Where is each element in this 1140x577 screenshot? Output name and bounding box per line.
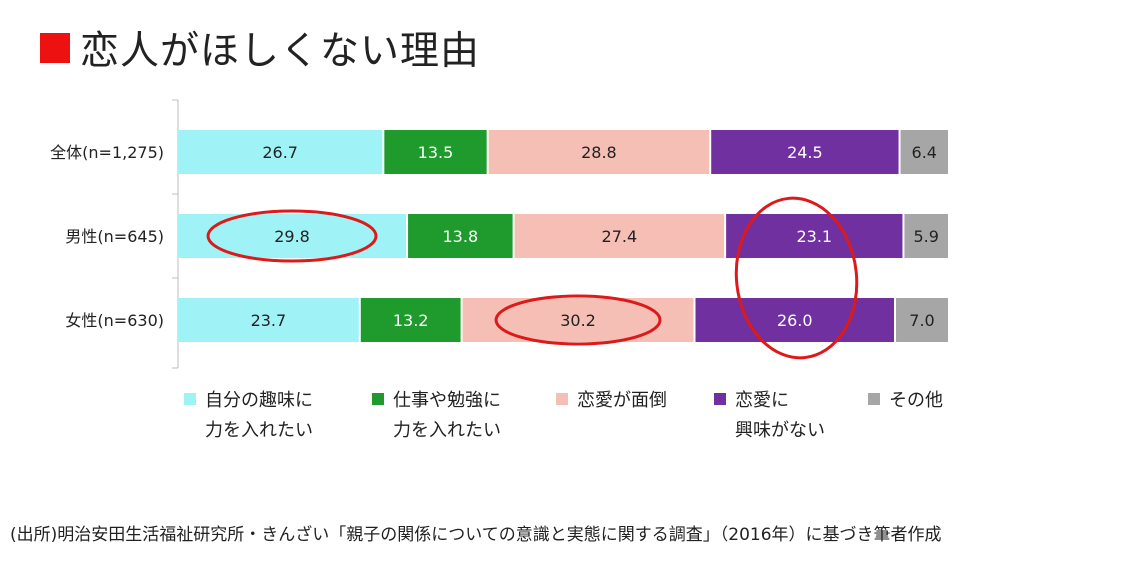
highlight-ellipse: [494, 294, 662, 346]
legend-label: 恋愛に 興味がない: [735, 390, 825, 441]
category-label: 女性(n=630): [65, 311, 164, 330]
bar-segment: [514, 214, 725, 258]
data-label: 28.8: [581, 143, 617, 162]
legend-label: 恋愛が面倒: [577, 390, 667, 411]
bar-segment: [178, 130, 383, 174]
bar-segment: [711, 130, 899, 174]
bar-segment: [695, 298, 895, 342]
data-label: 6.4: [912, 143, 937, 162]
chart-title: 恋人がほしくない理由: [40, 20, 480, 76]
legend-item: 自分の趣味に 力を入れたい: [184, 386, 313, 446]
highlight-ellipse: [734, 196, 859, 360]
data-label: 24.5: [787, 143, 823, 162]
legend-swatch: [868, 393, 880, 405]
chart-legend: 自分の趣味に 力を入れたい 仕事や勉強に 力を入れたい 恋愛が面倒 恋愛に 興味がない…: [184, 386, 964, 446]
data-label: 29.8: [274, 227, 310, 246]
legend-item: 恋愛に 興味がない: [714, 386, 825, 446]
title-text: 恋人がほしくない理由: [80, 29, 481, 74]
source-note: (出所)明治安田生活福祉研究所・きんざい「親子の関係についての意識と実態に関する…: [10, 525, 942, 545]
data-label: 26.7: [262, 143, 298, 162]
legend-label: 仕事や勉強に 力を入れたい: [393, 390, 501, 441]
title-square-marker: [40, 33, 70, 63]
category-label: 男性(n=645): [65, 227, 164, 246]
bar-segment: [488, 130, 710, 174]
bar-segment: [408, 214, 513, 258]
bar-segment: [178, 298, 359, 342]
legend-swatch: [372, 393, 384, 405]
legend-label: 自分の趣味に 力を入れたい: [205, 390, 313, 441]
legend-item: 恋愛が面倒: [556, 386, 667, 416]
data-label: 26.0: [777, 311, 813, 330]
legend-swatch: [714, 393, 726, 405]
data-label: 13.5: [418, 143, 454, 162]
legend-swatch: [184, 393, 196, 405]
bar-segment: [178, 214, 407, 258]
category-label: 全体(n=1,275): [50, 143, 164, 162]
data-label: 13.2: [393, 311, 429, 330]
data-label: 23.1: [796, 227, 832, 246]
data-label: 13.8: [443, 227, 479, 246]
bar-segment: [462, 298, 694, 342]
bar-segment: [900, 130, 948, 174]
bar-segment: [360, 298, 461, 342]
bar-segment: [904, 214, 948, 258]
legend-item: その他: [868, 386, 943, 416]
data-label: 5.9: [913, 227, 938, 246]
legend-item: 仕事や勉強に 力を入れたい: [372, 386, 501, 446]
legend-swatch: [556, 393, 568, 405]
data-label: 23.7: [251, 311, 287, 330]
data-label: 30.2: [560, 311, 596, 330]
data-label: 7.0: [909, 311, 934, 330]
data-label: 27.4: [602, 227, 638, 246]
bar-segment: [726, 214, 903, 258]
bar-segment: [384, 130, 487, 174]
bar-segment: [896, 298, 948, 342]
legend-label: その他: [889, 390, 943, 411]
highlight-ellipse: [206, 209, 378, 263]
